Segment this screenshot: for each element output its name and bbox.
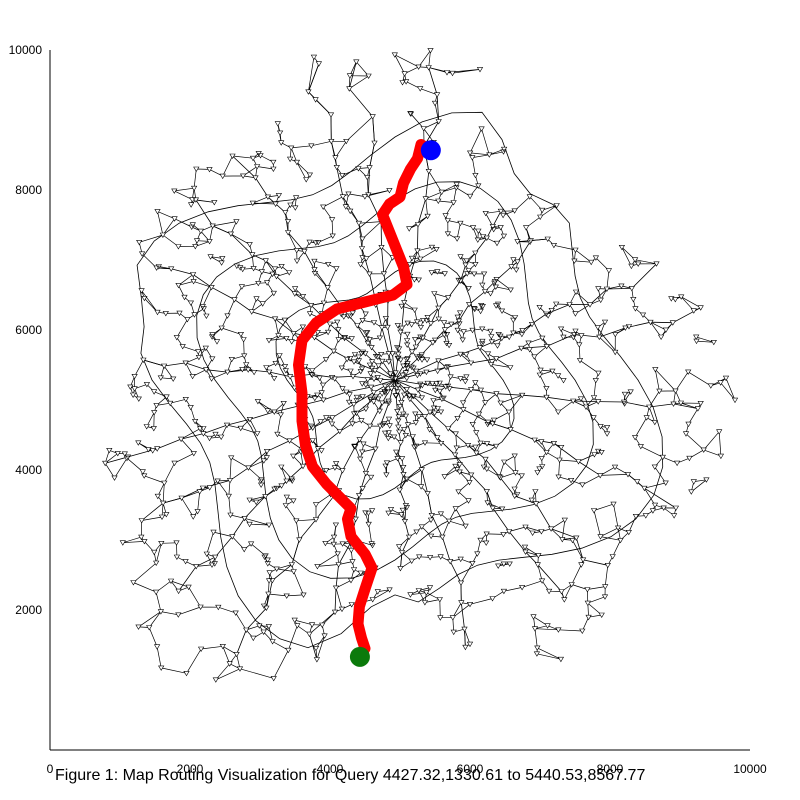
x-tick-label: 2000 [177,762,204,776]
end-marker [420,140,441,161]
axes [49,50,750,751]
y-tick-label: 4000 [15,463,42,477]
tick-labels: 0 2000 4000 6000 8000 10000 2000 4000 6000 8000 10… [9,43,767,776]
x-tick-label: 0 [47,762,54,776]
y-tick-label: 2000 [15,603,42,617]
route-path [293,139,437,663]
road-network [102,48,739,683]
route-path-layer [293,139,437,663]
arterial-road [394,379,677,509]
ring-road [196,181,594,579]
y-tick-label: 6000 [15,323,42,337]
y-tick-label: 10000 [9,43,43,57]
x-tick-label: 4000 [317,762,344,776]
ring-road [136,111,664,649]
route-markers [349,140,441,667]
ring-road [275,260,515,500]
start-marker [349,646,370,667]
network-node-markers [102,48,739,683]
x-tick-label: 8000 [597,762,624,776]
x-tick-label: 6000 [457,762,484,776]
figure-caption: Figure 1: Map Routing Visualization for … [55,767,646,784]
y-tick-label: 8000 [15,183,42,197]
x-tick-label: 10000 [733,762,767,776]
